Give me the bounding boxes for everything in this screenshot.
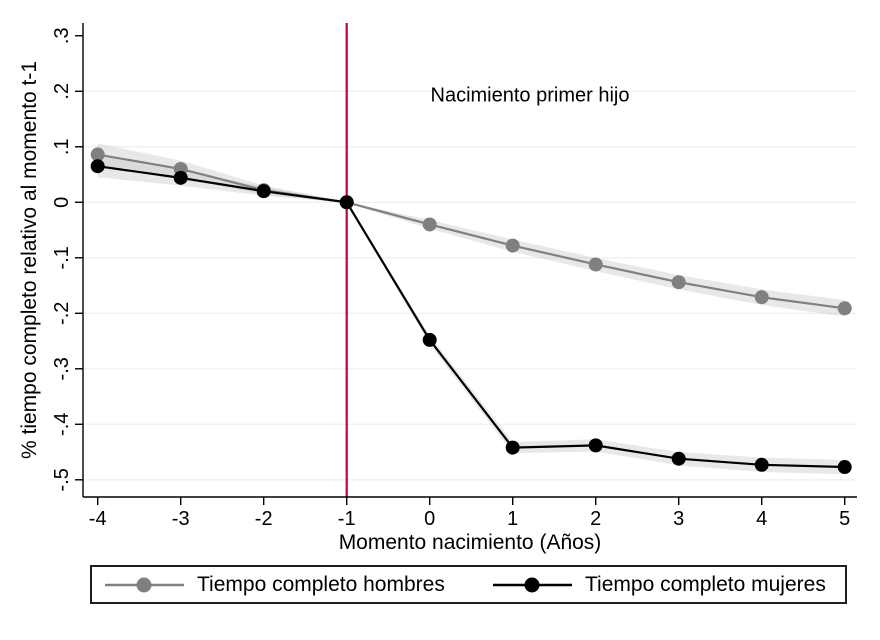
y-tick-label: -.5 xyxy=(51,468,73,491)
data-point-s1 xyxy=(754,457,769,472)
data-point-s1 xyxy=(588,438,603,453)
legend: Tiempo completo hombres Tiempo completo … xyxy=(90,565,847,604)
legend-sample-dot xyxy=(136,577,152,592)
y-tick-label: -.1 xyxy=(51,246,73,269)
series-line-1 xyxy=(97,165,845,469)
x-tick-label: 4 xyxy=(756,508,767,530)
legend-label-hombres: Tiempo completo hombres xyxy=(197,572,445,596)
x-tick-label: 0 xyxy=(424,508,435,530)
data-point-s1 xyxy=(90,159,105,174)
legend-line-marker-mujeres xyxy=(493,577,572,592)
y-axis-title: % tiempo completo relativo al momento t-… xyxy=(18,60,41,460)
data-point-s0 xyxy=(422,217,437,232)
data-point-s1 xyxy=(422,332,437,347)
legend-line-marker-hombres xyxy=(105,577,184,592)
legend-sample-dot xyxy=(524,577,540,592)
y-tick-label: 0 xyxy=(51,197,73,208)
x-tick-label: 2 xyxy=(590,508,601,530)
data-point-s1 xyxy=(339,195,354,210)
x-tick-label: 1 xyxy=(507,508,518,530)
ci-band-0 xyxy=(97,143,845,317)
y-tick-label: -.4 xyxy=(51,413,73,436)
data-point-s1 xyxy=(671,451,686,466)
event-annotation: Nacimiento primer hijo xyxy=(430,84,630,107)
y-tick-label: -.3 xyxy=(51,357,73,380)
data-point-s1 xyxy=(505,440,520,455)
y-tick-label: .2 xyxy=(51,83,73,100)
x-tick-label: -1 xyxy=(338,508,356,530)
y-tick-label: .1 xyxy=(51,138,73,155)
legend-label-mujeres: Tiempo completo mujeres xyxy=(585,572,826,596)
y-tick-label: .3 xyxy=(51,27,73,44)
data-point-s1 xyxy=(837,460,852,475)
series-line-0 xyxy=(97,153,845,310)
data-point-s0 xyxy=(505,238,520,253)
data-point-s1 xyxy=(256,184,271,199)
x-tick-label: 5 xyxy=(839,508,850,530)
legend-entry-hombres: Tiempo completo hombres xyxy=(104,567,445,602)
data-point-s0 xyxy=(90,147,105,162)
data-point-s0 xyxy=(837,301,852,316)
data-point-s0 xyxy=(588,257,603,272)
x-axis-title: Momento nacimiento (Años) xyxy=(338,531,602,554)
chart-generated-layer: .3 .2 .1 0 -.1 -.2 -.3 -.4 -.5 -4 -3 -2 -1 0 1 2 3 4 5 xyxy=(51,23,857,530)
data-point-s1 xyxy=(173,170,188,185)
y-tick-label: -.2 xyxy=(51,302,73,325)
data-point-s0 xyxy=(754,290,769,305)
legend-entry-mujeres: Tiempo completo mujeres xyxy=(492,567,826,602)
x-tick-label: -2 xyxy=(255,508,273,530)
x-tick-label: -3 xyxy=(172,508,190,530)
x-tick-label: -4 xyxy=(89,508,107,530)
data-point-s0 xyxy=(671,275,686,290)
x-tick-label: 3 xyxy=(673,508,684,530)
